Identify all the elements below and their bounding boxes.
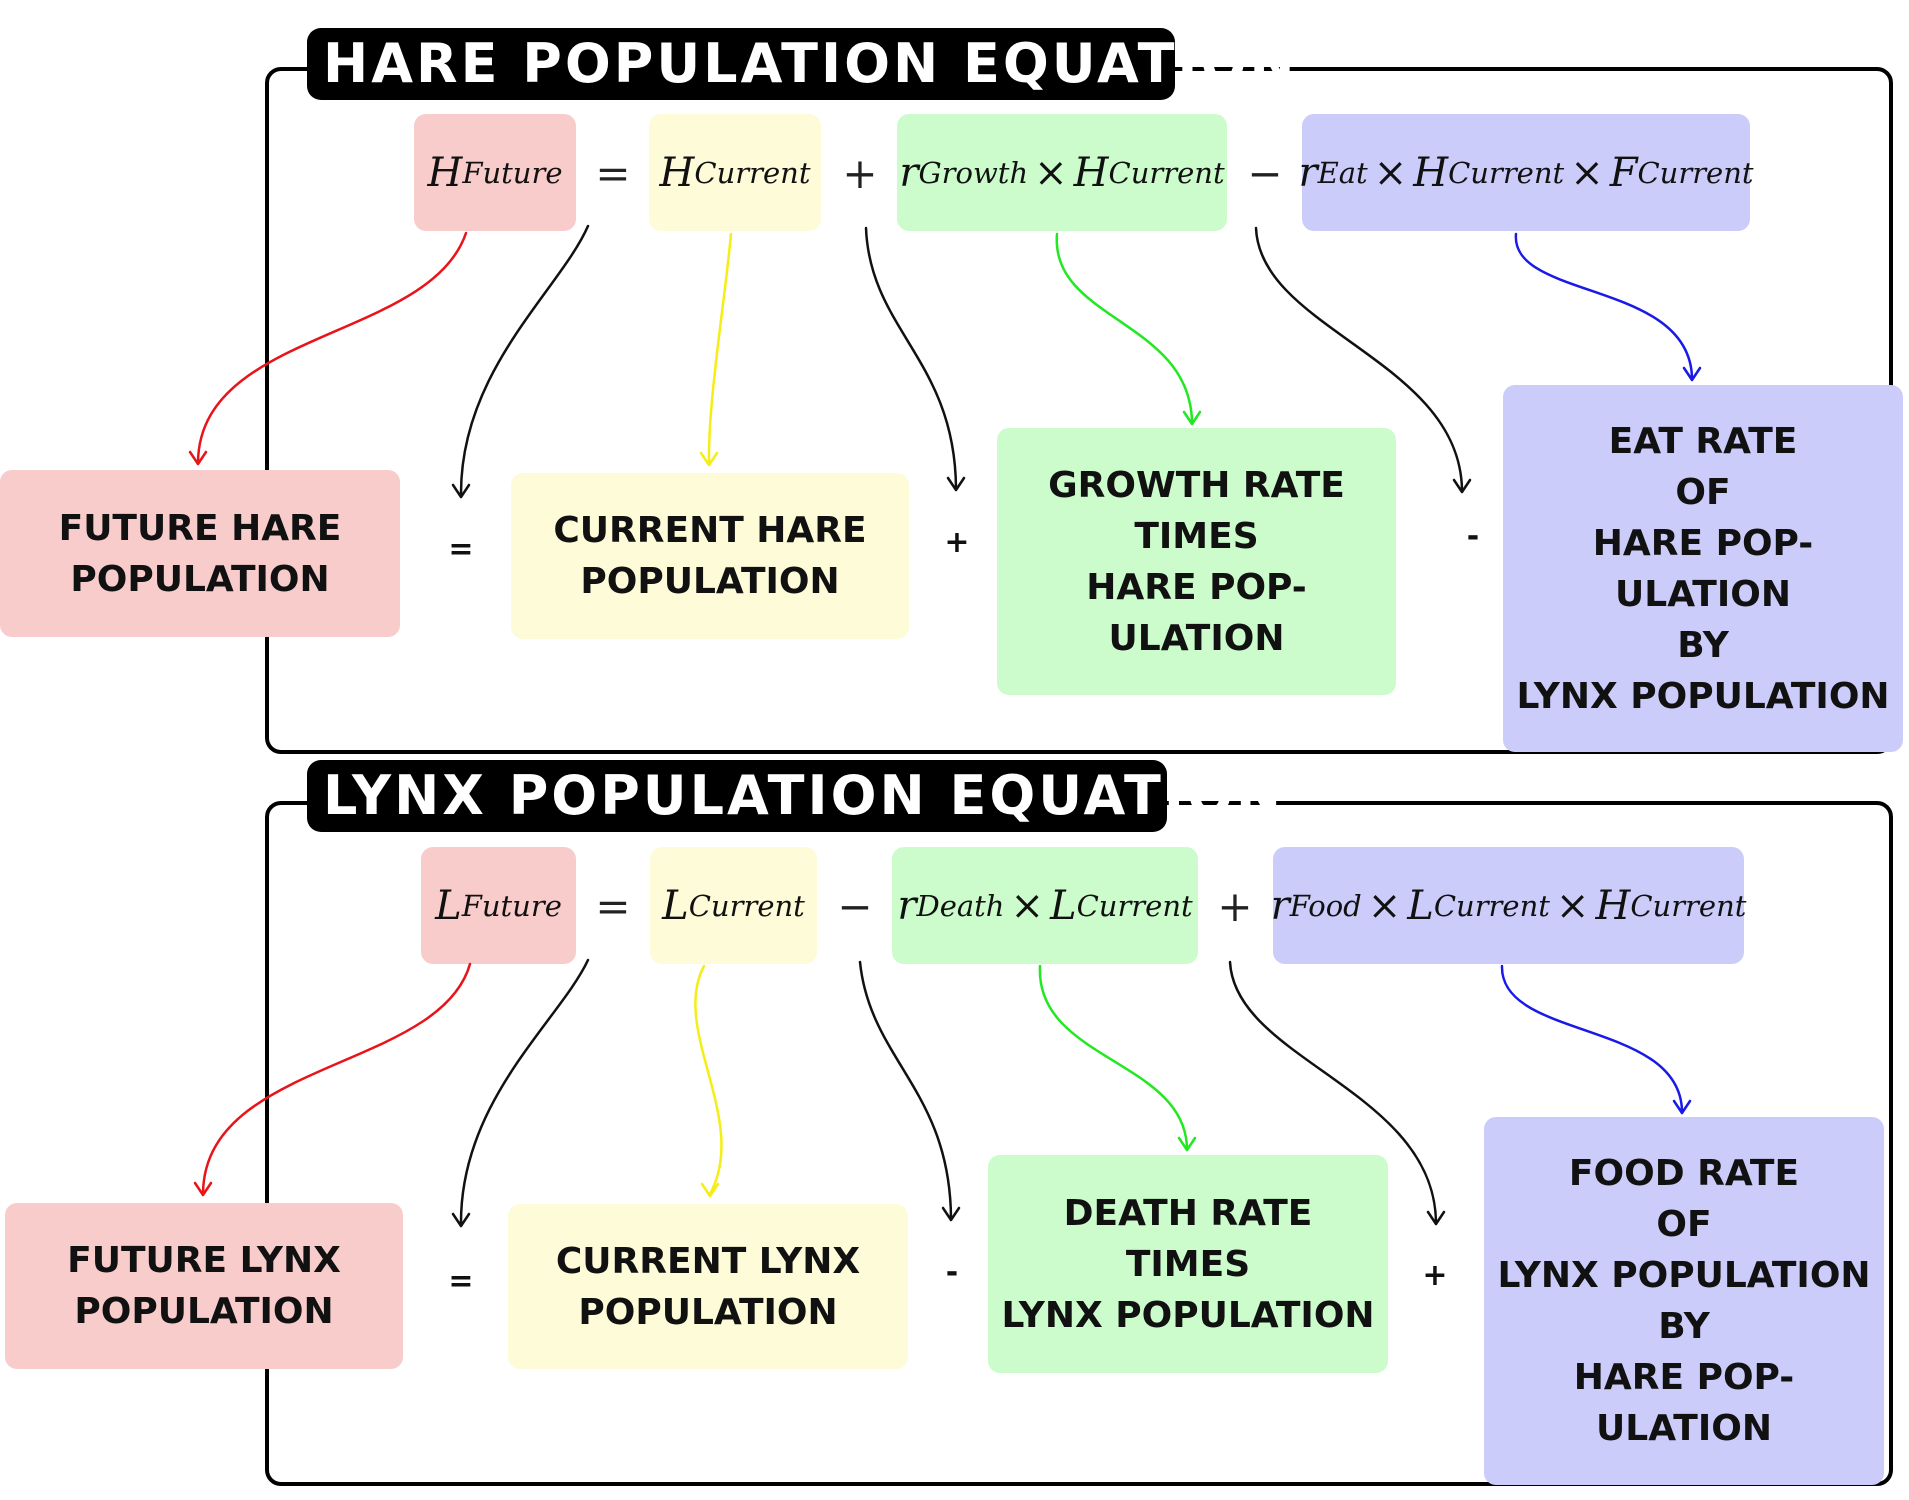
times-sign: × [1010,882,1045,929]
desc-line: CURRENT LYNX [555,1240,861,1282]
desc-line: GROWTH RATE [1048,464,1345,506]
hare-equals-arrow [451,224,590,499]
times-sign: × [1555,882,1590,929]
desc-line: OF [1656,1204,1712,1245]
lynx-food-description: FOOD RATE OF LYNX POPULATION BY HARE POP… [1484,1117,1884,1485]
desc-line: HARE POP- [1573,1357,1795,1398]
lynx-death-description: DEATH RATE TIMES LYNX POPULATION [988,1155,1388,1373]
lynx-future-description: FUTURE LYNX POPULATION [5,1203,403,1369]
lynx-current-description: CURRENT LYNX POPULATION [508,1204,908,1369]
times-sign: × [1570,149,1604,196]
lynx-food-h: H [1595,882,1631,929]
desc-line: TIMES [1125,1243,1251,1285]
desc-line: FOOD RATE [1568,1153,1800,1194]
hare-plus-description: + [944,525,970,560]
desc-line: FUTURE HARE [58,507,342,549]
lynx-plus-sign: + [1217,882,1253,931]
hare-growth-description: GROWTH RATE TIMES HARE POP- ULATION [997,428,1396,695]
hare-plus-sign: + [842,149,878,198]
lynx-death-term: r Death × L Current [892,847,1198,964]
lynx-current-base: L [662,882,689,929]
desc-line: DEATH RATE [1063,1192,1313,1234]
hare-current-description: CURRENT HARE POPULATION [511,473,909,639]
desc-line: BY [1658,1306,1710,1347]
hare-growth-r: r [899,149,919,196]
hare-equals-sign: = [595,149,631,198]
hare-minus-description: - [1466,519,1480,554]
lynx-equals-arrow [451,958,590,1228]
hare-growth-term: r Growth × H Current [897,114,1227,231]
lynx-section-title: LYNX POPULATION EQUATION [307,760,1281,832]
lynx-current-arrow [694,964,723,1198]
desc-line: EAT RATE [1608,420,1798,462]
hare-eat-f: F [1609,149,1638,196]
hare-minus-arrow [1254,226,1472,494]
hare-future-description: FUTURE HARE POPULATION [0,470,400,637]
desc-line: HARE POP- [1592,522,1814,564]
hare-future-arrow [188,231,468,466]
lynx-food-r: r [1270,882,1290,929]
hare-current-term: H Current [649,114,821,231]
hare-plus-arrow [864,226,966,492]
lynx-minus-description: - [945,1255,959,1290]
hare-section-title: HARE POPULATION EQUATION [307,28,1295,100]
lynx-minus-sign: − [837,882,873,931]
lynx-plus-arrow [1228,960,1446,1226]
hare-eat-arrow [1514,232,1702,382]
lynx-plus-description: + [1422,1258,1448,1293]
lynx-death-l: L [1050,882,1077,929]
hare-future-base: H [427,149,463,196]
times-sign: × [1367,882,1402,929]
hare-current-arrow [699,232,733,467]
hare-growth-h: H [1073,149,1109,196]
lynx-equals-sign: = [595,882,631,931]
desc-line: POPULATION [580,561,840,602]
hare-growth-arrow [1055,232,1202,426]
lynx-death-r: r [897,882,917,929]
lynx-death-arrow [1038,964,1197,1152]
desc-line: ULATION [1615,573,1791,615]
desc-line: POPULATION [578,1291,838,1333]
desc-line: POPULATION [74,1291,334,1332]
desc-line: OF [1675,471,1731,513]
lynx-food-arrow [1500,964,1692,1115]
hare-current-base: H [659,149,695,196]
hare-eat-description: EAT RATE OF HARE POP- ULATION BY LYNX PO… [1503,385,1903,752]
times-sign: × [1373,149,1408,196]
hare-equals-description: = [448,532,474,567]
desc-line: ULATION [1596,1408,1772,1449]
desc-line: BY [1677,624,1729,666]
lynx-minus-arrow [858,960,961,1222]
hare-eat-term: r Eat × H Current × F Current [1298,114,1754,231]
lynx-future-base: L [435,882,462,929]
hare-minus-sign: − [1247,149,1283,198]
lynx-food-l: L [1407,882,1434,929]
desc-line: ULATION [1108,617,1285,659]
desc-line: LYNX POPULATION [1001,1294,1375,1336]
hare-future-term: H Future [414,114,576,231]
lynx-food-term: r Food × L Current × H Current [1270,847,1746,964]
times-sign: × [1034,149,1068,196]
lynx-future-term: L Future [421,847,576,964]
lynx-future-arrow [193,962,472,1197]
desc-line: POPULATION [70,558,330,600]
desc-line: FUTURE LYNX [67,1240,341,1281]
desc-line: TIMES [1134,515,1259,557]
lynx-equals-description: = [448,1264,474,1299]
lynx-current-term: L Current [650,847,817,964]
hare-eat-h: H [1413,149,1449,196]
hare-eat-r: r [1298,149,1318,196]
desc-line: LYNX POPULATION [1497,1255,1871,1296]
desc-line: LYNX POPULATION [1516,675,1890,717]
desc-line: CURRENT HARE [553,510,867,551]
desc-line: HARE POP- [1086,566,1307,608]
